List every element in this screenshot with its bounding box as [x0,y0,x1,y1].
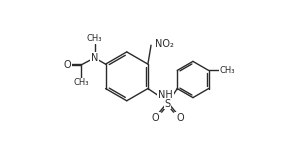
Text: NO₂: NO₂ [155,39,174,49]
Text: CH₃: CH₃ [74,78,89,87]
Text: O: O [176,113,184,123]
Text: CH₃: CH₃ [87,34,102,43]
Text: NH: NH [158,90,173,100]
Text: N: N [91,53,98,63]
Text: CH₃: CH₃ [220,66,235,75]
Text: S: S [164,99,171,109]
Text: O: O [63,60,71,70]
Text: O: O [151,113,159,123]
